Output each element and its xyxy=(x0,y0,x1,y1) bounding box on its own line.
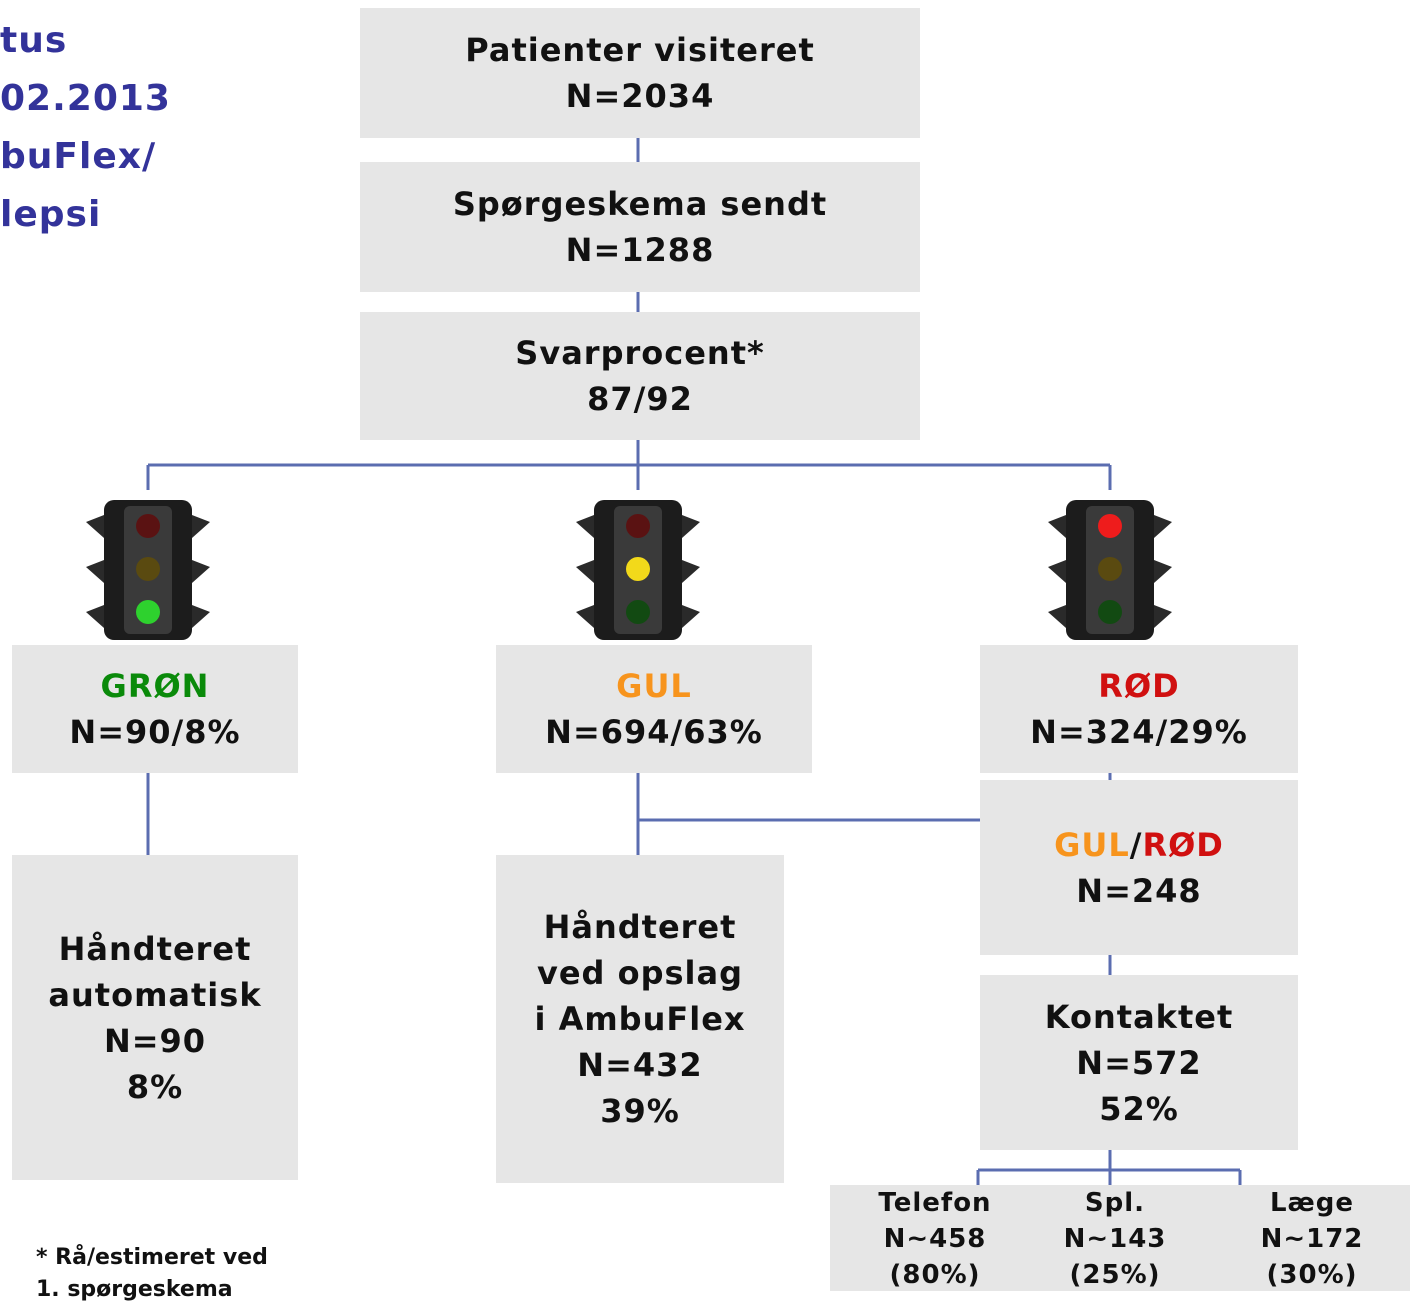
contact-text: Læge xyxy=(1217,1185,1407,1221)
node: Patienter visiteret N=2034 xyxy=(360,8,920,138)
title-line: lepsi xyxy=(0,186,171,244)
node-text: Håndteret xyxy=(59,926,252,972)
node-text: Kontaktet xyxy=(1045,994,1233,1040)
node-text: i AmbuFlex xyxy=(534,996,745,1042)
contact-text: (80%) xyxy=(840,1257,1030,1293)
contact-text: (25%) xyxy=(1020,1257,1210,1293)
node-text: 8% xyxy=(127,1064,183,1110)
contact-text: (30%) xyxy=(1217,1257,1407,1293)
node-text: N=572 xyxy=(1076,1040,1201,1086)
node-text: Håndteret xyxy=(544,904,737,950)
contact-column: Spl. N~143 (25%) xyxy=(1020,1185,1210,1293)
node: Svarprocent* 87/92 xyxy=(360,312,920,440)
node-text-part: / xyxy=(1130,826,1143,864)
node-text: N=432 xyxy=(577,1042,702,1088)
node-text: N=248 xyxy=(1076,868,1201,914)
node-text: 87/92 xyxy=(587,376,693,422)
node-text: Spørgeskema sendt xyxy=(453,181,827,227)
node: GRØN N=90/8% xyxy=(12,645,298,773)
contact-text: N~172 xyxy=(1217,1221,1407,1257)
contact-column: Telefon N~458 (80%) xyxy=(840,1185,1030,1293)
node-text: ved opslag xyxy=(537,950,743,996)
title-line: buFlex/ xyxy=(0,128,171,186)
node-text: RØD xyxy=(1098,663,1179,709)
node-text: N=90/8% xyxy=(69,709,240,755)
node-text: N=694/63% xyxy=(545,709,763,755)
node-text: 52% xyxy=(1099,1086,1179,1132)
node: Håndteret automatisk N=90 8% xyxy=(12,855,298,1180)
node: Håndteret ved opslag i AmbuFlex N=432 39… xyxy=(496,855,784,1183)
node: RØD N=324/29% xyxy=(980,645,1298,773)
title-line: tus xyxy=(0,12,171,70)
contact-text: Telefon xyxy=(840,1185,1030,1221)
node-text: GRØN xyxy=(101,663,210,709)
traffic-light-yellow xyxy=(576,500,700,640)
footnote: * Rå/estimeret ved 1. spørgeskema xyxy=(36,1242,268,1306)
node-text: automatisk xyxy=(48,972,261,1018)
title: tus 02.2013 buFlex/ lepsi xyxy=(0,12,171,244)
traffic-light-red xyxy=(1048,500,1172,640)
node: GUL N=694/63% xyxy=(496,645,812,773)
traffic-light-green xyxy=(86,500,210,640)
node: Spørgeskema sendt N=1288 xyxy=(360,162,920,292)
node-text: GUL/RØD xyxy=(1054,822,1224,868)
title-line: 02.2013 xyxy=(0,70,171,128)
node-text: N=1288 xyxy=(566,227,715,273)
contact-text: N~143 xyxy=(1020,1221,1210,1257)
footnote-line: 1. spørgeskema xyxy=(36,1274,268,1306)
node-text: N=2034 xyxy=(566,73,715,119)
node-text: Patienter visiteret xyxy=(465,27,814,73)
contact-column: Læge N~172 (30%) xyxy=(1217,1185,1407,1293)
node-text: N=324/29% xyxy=(1030,709,1248,755)
node-text-part: RØD xyxy=(1142,826,1223,864)
page: tus 02.2013 buFlex/ lepsi Patienter visi… xyxy=(0,0,1410,1291)
node-text-part: GUL xyxy=(1054,826,1130,864)
footnote-line: * Rå/estimeret ved xyxy=(36,1242,268,1274)
contact-text: Spl. xyxy=(1020,1185,1210,1221)
node: Kontaktet N=572 52% xyxy=(980,975,1298,1150)
node-text: N=90 xyxy=(104,1018,206,1064)
contact-text: N~458 xyxy=(840,1221,1030,1257)
node-text: GUL xyxy=(616,663,692,709)
node-text: 39% xyxy=(600,1088,680,1134)
node-text: Svarprocent* xyxy=(515,330,764,376)
node: GUL/RØD N=248 xyxy=(980,780,1298,955)
